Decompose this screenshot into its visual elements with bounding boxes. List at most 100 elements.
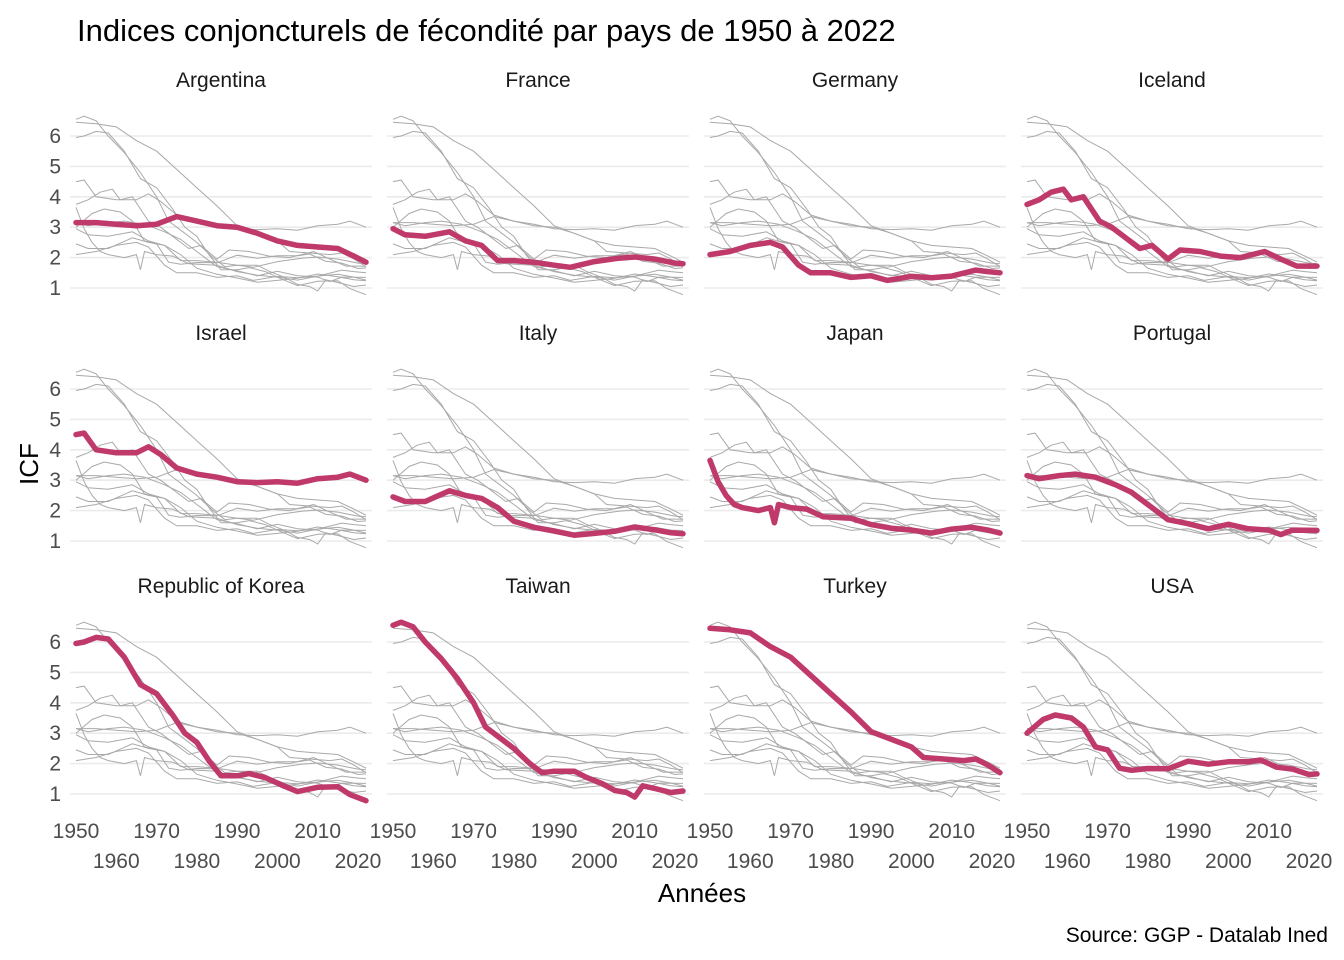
background-series-line [709,481,1001,521]
background-series-line [1026,179,1318,231]
y-tick-label: 5 [49,661,61,684]
x-tick-label: 1980 [490,850,537,873]
y-tick-label: 6 [49,378,61,401]
panel-title: Argentina [176,69,266,92]
background-series-line [75,694,366,773]
background-series-line [709,374,1001,521]
background-series-line [75,207,367,281]
background-series-line [709,685,1001,737]
background-series-line [392,121,684,268]
background-series-line [709,441,1000,520]
background-series-line [75,473,367,536]
background-series-line [709,228,1001,268]
background-series-line [75,130,367,296]
x-tick-label: 1980 [807,850,854,873]
background-series-line [709,636,1001,802]
panel-title: Israel [195,322,246,345]
background-series-line [75,220,367,283]
y-tick-label: 4 [49,439,61,462]
panel-title: Republic of Korea [138,575,305,598]
panel-israel: Israel 1 2 3 4 5 6 [49,322,372,553]
panel-france: France [387,69,689,296]
background-series-line [75,383,367,549]
background-series-line [1026,220,1318,283]
background-series-line [75,627,367,774]
background-series-line [709,734,1001,774]
highlight-series-line [390,225,686,271]
background-series-line [709,473,1001,536]
background-series-line [75,461,367,523]
x-tick-label: 1980 [1124,850,1171,873]
background-series-line [709,121,1001,268]
x-axis-title: Années [658,878,746,908]
background-series-line [1026,207,1318,281]
background-series-line [392,685,684,737]
source-caption: Source: GGP - Datalab Ined [1066,924,1328,947]
background-series-line [392,179,684,231]
x-tick-label: 2020 [652,850,699,873]
background-series-line [709,179,1001,231]
y-tick-label: 6 [49,125,61,148]
x-tick-label: 1970 [450,820,497,843]
background-series-line [75,713,367,787]
background-series-line [709,383,1001,549]
background-series-line [1026,621,1318,798]
background-series-line [1026,241,1318,281]
y-tick-label: 3 [49,469,61,492]
background-series-line [1026,121,1318,268]
background-series-line [75,494,367,534]
x-tick-label: 1970 [1084,820,1131,843]
background-series-line [1026,208,1318,270]
panel-title: Taiwan [505,575,570,598]
background-series-line [75,208,367,270]
background-series-line [75,115,367,292]
y-tick-label: 5 [49,408,61,431]
panel-iceland: Iceland [1021,69,1323,296]
x-tick-label: 1960 [727,850,774,873]
background-series-line [392,115,684,292]
x-tick-label: 1960 [1044,850,1091,873]
panel-argentina: Argentina 1 2 3 4 5 6 [49,69,372,300]
highlight-series-line [1024,471,1320,538]
x-tick-label: 1960 [410,850,457,873]
background-series-line [75,481,367,521]
x-tick-label: 1950 [370,820,417,843]
x-tick-label: 2010 [928,820,975,843]
background-series-line [392,481,684,521]
panel-portugal: Portugal [1021,322,1323,549]
x-tick-label: 1970 [133,820,180,843]
background-series-line [1026,237,1318,283]
panel-title: Italy [519,322,558,345]
y-tick-label: 4 [49,186,61,209]
background-series-line [75,368,367,545]
background-series-line [709,747,1001,787]
background-series-line [1026,636,1318,802]
y-tick-label: 1 [49,783,61,806]
highlight-series-line [707,457,1003,536]
background-series-line [709,743,1001,789]
y-tick-label: 5 [49,155,61,178]
panel-usa: USA 1950 1970 1990 2010 1960 1980 2000 2020 [1004,575,1333,873]
background-series-line [75,374,367,521]
background-series-line [75,714,367,776]
highlight-series-line [707,625,1003,776]
background-series-line [1026,383,1318,549]
x-tick-label: 2020 [969,850,1016,873]
background-series-line [1026,432,1318,484]
x-tick-label: 1990 [848,820,895,843]
x-tick-label: 2010 [611,820,658,843]
highlight-series-line [73,213,369,265]
background-series-line [75,228,367,268]
y-tick-label: 1 [49,277,61,300]
highlight-series-line [1024,186,1320,269]
background-series-line [709,220,1001,283]
background-series-line [392,374,684,521]
panel-title: Portugal [1133,322,1211,345]
background-series-line [709,208,1001,270]
x-tick-label: 2020 [1286,850,1333,873]
panel-title: USA [1150,575,1193,598]
background-series-line [392,713,684,787]
background-series-line [392,188,683,267]
background-series-line [75,237,367,283]
panel-republic-of-korea: Republic of Korea 1 2 3 4 5 6 1950 1970 1990 2010 1… [49,575,381,873]
